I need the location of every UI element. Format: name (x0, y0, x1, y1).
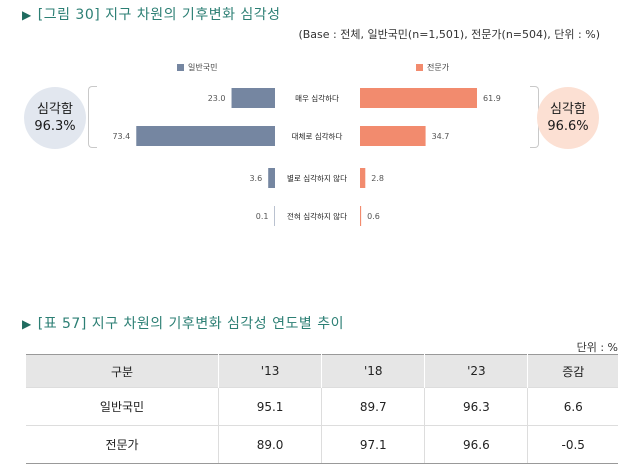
table-title-text: [표 57] 지구 차원의 기후변화 심각성 연도별 추이 (37, 316, 344, 332)
diverging-bar-chart: 23.0 61.9 매우 심각하다 73.4 34.7 대체로 심각하다 3.6 2.8 별로 … (112, 88, 501, 226)
legend-label-expert: 전문가 (427, 63, 450, 72)
row-label: 일반국민 (26, 387, 219, 426)
table-cell: 89.0 (217, 425, 322, 464)
value-label-general-2: 3.6 (249, 174, 262, 183)
expert-summary-value: 96.6% (547, 119, 589, 134)
legend-swatch-general (177, 64, 184, 71)
table-cell: 95.1 (217, 387, 322, 426)
trend-table: 구분 '13 '18 '23 증감 일반국민 95.1 89.7 96.3 6.… (26, 354, 618, 464)
table-unit: 단위 : % (576, 341, 618, 354)
legend-item-general: 일반국민 (177, 62, 217, 73)
bar-expert-1 (360, 126, 426, 146)
value-label-expert-0: 61.9 (483, 94, 501, 103)
table-header-row: 구분 '13 '18 '23 증감 (26, 354, 618, 388)
triangle-marker-icon: ▶ (22, 317, 32, 331)
category-label-0: 매우 심각하다 (295, 93, 339, 103)
bar-general-2 (268, 168, 275, 188)
triangle-marker-icon: ▶ (22, 8, 32, 22)
expert-serious-summary: 심각함 96.6% (537, 87, 599, 149)
general-summary-label: 심각함 (37, 102, 73, 117)
category-label-2: 별로 심각하지 않다 (287, 173, 347, 183)
bar-general-3 (274, 206, 275, 226)
value-label-expert-1: 34.7 (432, 132, 450, 141)
figure-title: ▶ [그림 30] 지구 차원의 기후변화 심각성 (22, 4, 281, 24)
header-2023: '23 (424, 354, 529, 388)
table-cell: 97.1 (321, 425, 425, 464)
figure-base-note: (Base : 전체, 일반국민(n=1,501), 전문가(n=504), 단… (298, 28, 600, 41)
value-label-general-1: 73.4 (112, 132, 130, 141)
bar-expert-0 (360, 88, 477, 108)
table-cell: 6.6 (527, 387, 618, 426)
legend-label-general: 일반국민 (188, 63, 218, 72)
expert-summary-label: 심각함 (550, 102, 586, 117)
table-title: ▶ [표 57] 지구 차원의 기후변화 심각성 연도별 추이 (22, 313, 344, 333)
header-2013: '13 (217, 354, 323, 388)
bar-expert-3 (360, 206, 362, 226)
header-change: 증감 (527, 354, 618, 388)
value-label-expert-3: 0.6 (367, 212, 380, 221)
table-row: 일반국민 95.1 89.7 96.3 6.6 (26, 387, 618, 426)
category-label-3: 전혀 심각하지 않다 (287, 211, 347, 221)
bar-general-1 (136, 126, 275, 146)
table-row: 전문가 89.0 97.1 96.6 -0.5 (26, 425, 618, 464)
bar-general-0 (231, 88, 275, 108)
legend-swatch-expert (416, 64, 423, 71)
row-label: 전문가 (26, 425, 219, 464)
legend-item-expert: 전문가 (416, 62, 449, 73)
value-label-expert-2: 2.8 (371, 174, 384, 183)
table-cell: -0.5 (527, 425, 618, 464)
figure-title-text: [그림 30] 지구 차원의 기후변화 심각성 (37, 7, 281, 23)
bar-expert-2 (360, 168, 366, 188)
general-summary-value: 96.3% (34, 119, 76, 134)
header-category: 구분 (26, 354, 219, 388)
value-label-general-3: 0.1 (256, 212, 269, 221)
header-2018: '18 (321, 354, 426, 388)
category-label-1: 대체로 심각하다 (292, 131, 343, 141)
table-cell: 96.6 (424, 425, 528, 464)
left-summary-bracket (88, 86, 97, 148)
general-serious-summary: 심각함 96.3% (24, 87, 86, 149)
value-label-general-0: 23.0 (208, 94, 226, 103)
table-cell: 89.7 (321, 387, 425, 426)
table-cell: 96.3 (424, 387, 528, 426)
